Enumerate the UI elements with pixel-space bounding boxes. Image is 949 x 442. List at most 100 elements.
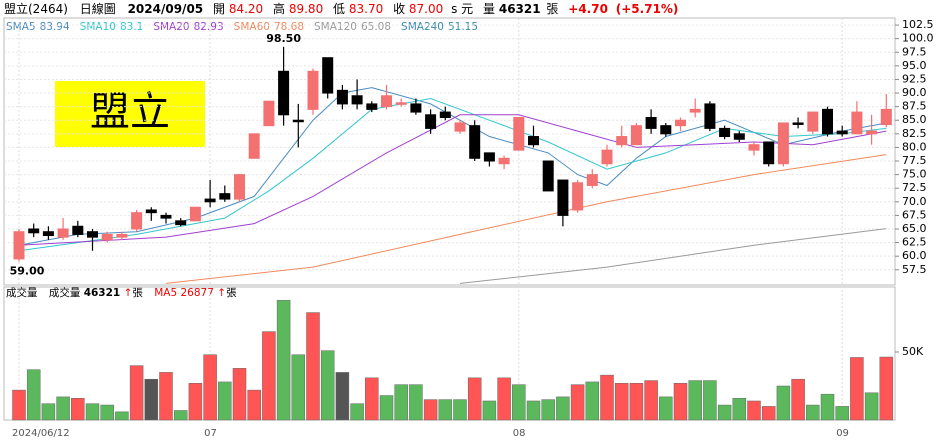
legend-name: SMA120 bbox=[314, 21, 357, 33]
volume-series-label: 成交量 bbox=[49, 286, 81, 299]
legend-value: 51.15 bbox=[448, 21, 478, 33]
volume-bar bbox=[276, 300, 291, 421]
candle-body bbox=[513, 117, 525, 151]
volume-bar bbox=[835, 406, 849, 421]
volume-bar bbox=[673, 383, 688, 421]
volume-bar bbox=[688, 380, 702, 421]
candle-body bbox=[777, 122, 789, 165]
volume-bar bbox=[570, 384, 585, 421]
low-label: 低 bbox=[333, 2, 345, 16]
candle-body bbox=[307, 70, 319, 110]
volume-bar bbox=[188, 383, 203, 421]
open-value: 84.20 bbox=[229, 2, 263, 16]
legend-value: 78.68 bbox=[274, 21, 304, 33]
candle-body bbox=[87, 231, 98, 238]
candle-body bbox=[439, 111, 451, 119]
volume-bar bbox=[806, 404, 820, 421]
volume-bar bbox=[585, 381, 600, 421]
volume-bar bbox=[173, 410, 188, 421]
candle-body bbox=[645, 117, 657, 129]
y-tick-label: 57.5 bbox=[902, 263, 927, 276]
candle-body bbox=[586, 174, 598, 186]
volume-bar bbox=[144, 378, 159, 421]
volume-bar bbox=[291, 354, 306, 421]
candle-body bbox=[528, 136, 539, 146]
volume-bar bbox=[600, 374, 614, 421]
x-tick-label: 08 bbox=[513, 428, 526, 439]
y-tick-label: 95.0 bbox=[902, 59, 927, 72]
candle-body bbox=[704, 103, 716, 129]
volume-bar bbox=[541, 399, 555, 421]
logo-text: 盟立 bbox=[90, 89, 170, 135]
y-tick-label: 92.5 bbox=[902, 72, 927, 85]
candle-body bbox=[763, 141, 775, 165]
candle-body bbox=[351, 95, 363, 105]
volume-bar bbox=[335, 372, 350, 421]
candle-body bbox=[278, 70, 290, 116]
legend-name: SMA10 bbox=[80, 21, 116, 33]
y-tick-label: 97.5 bbox=[902, 45, 927, 58]
candle-body bbox=[381, 95, 392, 108]
candle-body bbox=[101, 233, 113, 241]
volume-bar bbox=[379, 395, 394, 421]
volume-bar bbox=[820, 393, 835, 421]
volume-bar bbox=[350, 403, 364, 421]
y-tick-label: 75.0 bbox=[902, 168, 927, 181]
annotation: 59.00 bbox=[10, 265, 45, 278]
volume-value: 46321 bbox=[499, 2, 541, 16]
volume-bar bbox=[497, 377, 511, 421]
volume-bar bbox=[71, 397, 85, 421]
ma-unit: 張 bbox=[226, 287, 237, 299]
sma-line bbox=[459, 228, 887, 284]
candle-body bbox=[498, 157, 510, 165]
volume-legend: 成交量 成交量 46321 ↑張 MA5 26877 ↑張 bbox=[6, 286, 237, 299]
candle-body bbox=[733, 133, 745, 140]
candle-body bbox=[454, 122, 466, 132]
candle-body bbox=[601, 149, 613, 165]
volume-bar bbox=[438, 399, 453, 421]
volume-bar bbox=[644, 380, 658, 421]
sma-line bbox=[18, 97, 887, 252]
volume-bar bbox=[56, 396, 70, 421]
volume-unit: 張 bbox=[546, 2, 558, 16]
close-value: 87.00 bbox=[409, 2, 443, 16]
candle-body bbox=[836, 130, 848, 135]
annotation: 98.50 bbox=[266, 32, 301, 45]
candle-body bbox=[336, 89, 348, 105]
y-tick-label: 65.0 bbox=[902, 222, 927, 235]
sma-line bbox=[165, 154, 887, 284]
logo-box bbox=[55, 81, 205, 147]
x-tick-label: 2024/06/12 bbox=[12, 428, 70, 439]
volume-tick-label: 50K bbox=[902, 345, 924, 358]
volume-bar bbox=[864, 392, 879, 421]
candle-body bbox=[145, 209, 157, 214]
volume-bar bbox=[526, 400, 541, 421]
volume-bar bbox=[41, 403, 56, 421]
volume-bar bbox=[732, 397, 747, 421]
candle-body bbox=[630, 125, 642, 146]
volume-bar bbox=[423, 399, 438, 421]
candle-body bbox=[219, 193, 231, 200]
candle-body bbox=[116, 233, 128, 238]
candle-body bbox=[189, 206, 201, 222]
y-tick-label: 80.0 bbox=[902, 140, 927, 153]
volume-bar bbox=[232, 368, 247, 421]
volume-bar bbox=[629, 383, 644, 421]
y-tick-label: 85.0 bbox=[902, 113, 927, 126]
candle-body bbox=[616, 136, 628, 146]
candle-body bbox=[851, 111, 863, 135]
volume-bar bbox=[129, 365, 144, 421]
candle-body bbox=[57, 228, 69, 238]
volume-bar bbox=[409, 384, 423, 421]
volume-bar bbox=[776, 385, 791, 421]
sma-legend: SMA5 83.94 SMA10 83.1 SMA20 82.93 SMA60 78.68 SM… bbox=[6, 21, 478, 33]
ma-last: 26877 bbox=[181, 287, 214, 299]
volume-bar bbox=[85, 403, 100, 421]
candle-body bbox=[425, 114, 437, 129]
volume-title: 成交量 bbox=[6, 286, 38, 299]
date: 2024/09/05 bbox=[128, 2, 204, 16]
volume-bar bbox=[556, 396, 570, 421]
y-tick-label: 100.0 bbox=[902, 32, 934, 45]
